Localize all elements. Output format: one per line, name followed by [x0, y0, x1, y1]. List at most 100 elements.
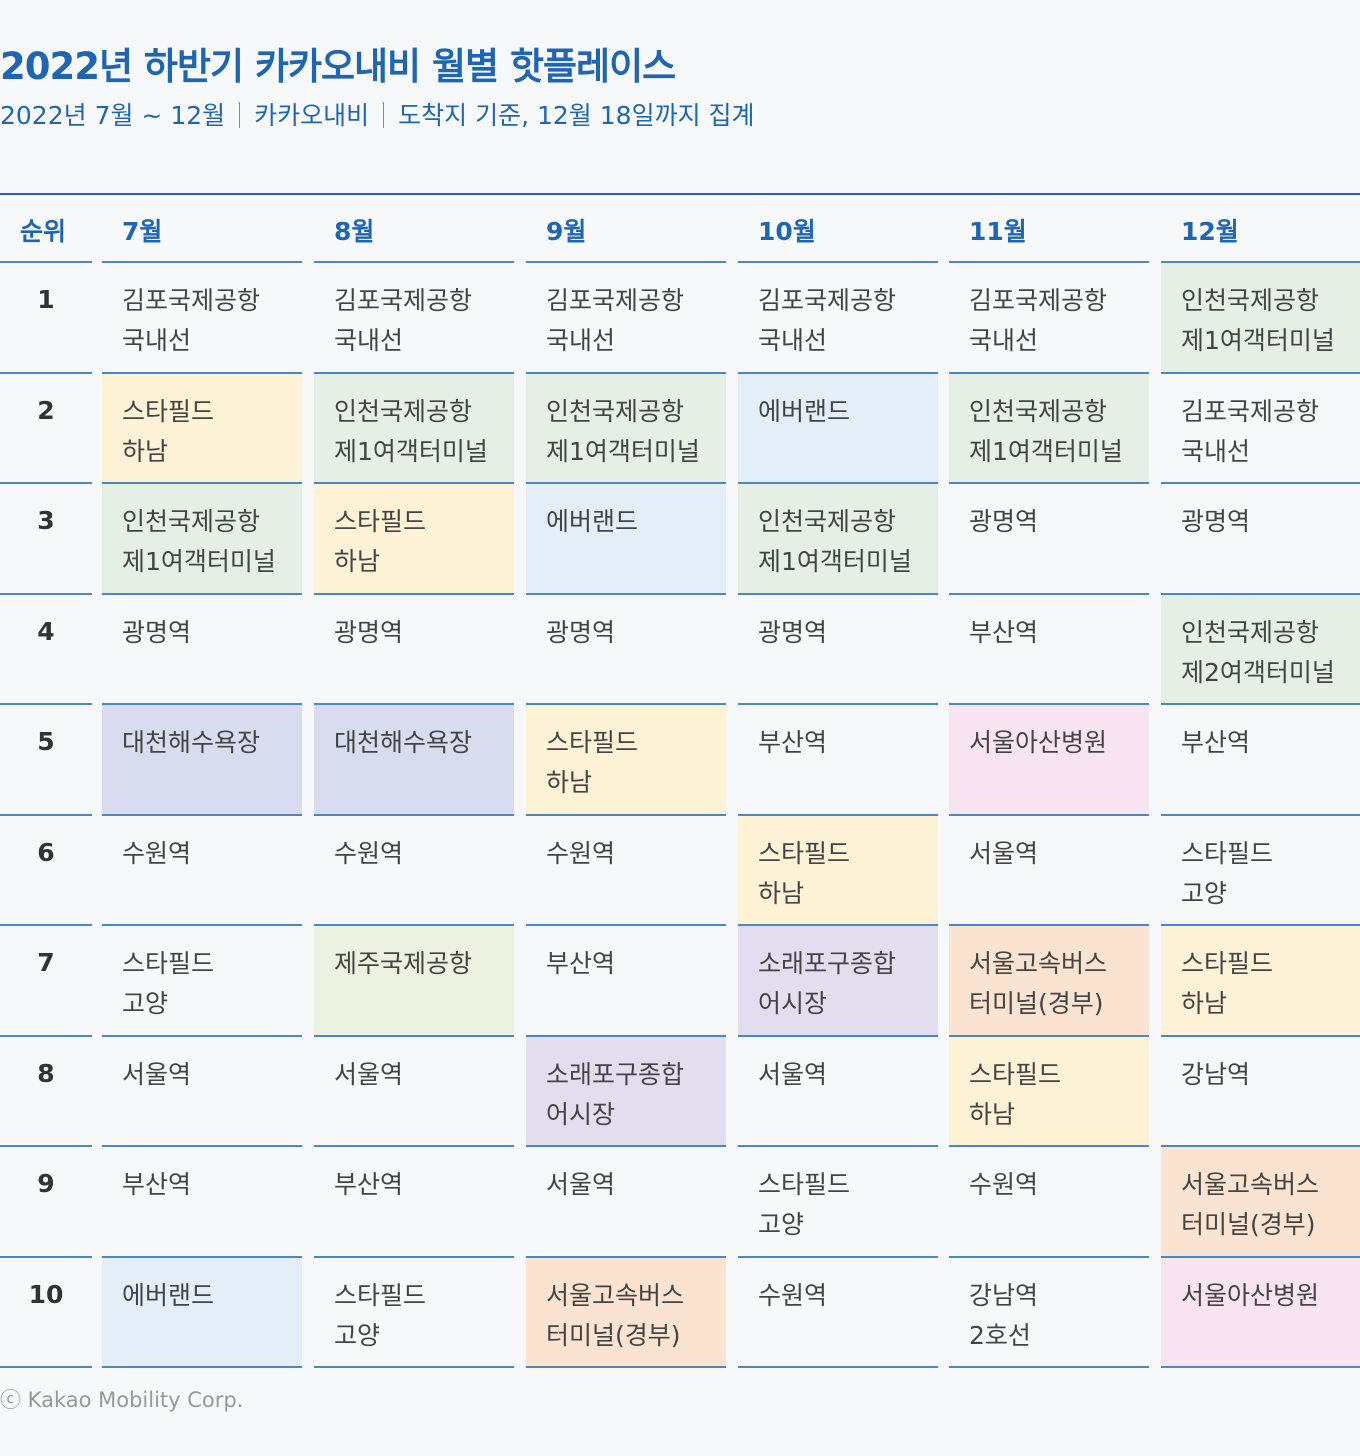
place-name: 부산역: [969, 617, 1039, 647]
subtitle-divider: [239, 102, 241, 128]
place-name: 광명역: [334, 617, 404, 647]
place-name: 스타필드 하남: [546, 728, 639, 797]
place-name: 수원역: [969, 1170, 1039, 1199]
table-cell: 스타필드 고양: [1161, 816, 1360, 925]
row-divider: [738, 1256, 938, 1258]
table-cell: 인천국제공항 제1여객터미널: [738, 484, 938, 593]
place-name: 수원역: [334, 838, 404, 868]
place-name: 부산역: [758, 728, 828, 757]
table-cell: 인천국제공항 제1여객터미널: [102, 484, 302, 593]
table-cell: 김포국제공항 국내선: [949, 263, 1149, 372]
row-divider: [314, 1145, 514, 1147]
row-divider: [526, 482, 726, 484]
row-divider: [1161, 482, 1360, 484]
row-divider: [314, 261, 514, 263]
place-name: 광명역: [969, 507, 1039, 536]
column-header-month: 12월: [1181, 217, 1239, 246]
subtitle-period: 2022년 7월 ~ 12월: [0, 101, 226, 130]
place-name: 스타필드 고양: [758, 1170, 851, 1239]
chart-title: 2022년 하반기 카카오내비 월별 핫플레이스: [0, 45, 676, 88]
table-cell: 김포국제공항 국내선: [526, 263, 726, 372]
row-divider: [102, 482, 302, 484]
row-divider: [738, 482, 938, 484]
row-divider: [738, 703, 938, 705]
row-divider: [102, 1256, 302, 1258]
row-divider: [526, 261, 726, 263]
place-name: 서울고속버스 터미널(경부): [546, 1280, 685, 1350]
subtitle-divider: [383, 102, 385, 128]
rank-label: 3: [37, 506, 55, 535]
row-divider: [738, 372, 938, 374]
rank-label: 1: [37, 285, 55, 314]
row-divider: [949, 372, 1149, 374]
place-name: 인천국제공항 제2여객터미널: [1181, 617, 1335, 687]
subtitle-source: 카카오내비: [254, 101, 370, 130]
table-cell: 스타필드 하남: [102, 373, 302, 483]
rank-label: 5: [37, 727, 55, 756]
row-divider: [526, 1035, 726, 1037]
table-cell: 인천국제공항 제2여객터미널: [1161, 594, 1360, 704]
place-name: 스타필드 고양: [1181, 838, 1274, 908]
table-cell: 수원역: [738, 1258, 938, 1367]
place-name: 스타필드 하남: [1181, 949, 1274, 1018]
row-divider: [314, 814, 514, 816]
table-cell: 소래포구종합 어시장: [738, 926, 938, 1035]
row-divider: [314, 593, 514, 595]
place-name: 광명역: [122, 617, 192, 647]
row-divider: [1161, 703, 1360, 705]
row-divider: [526, 924, 726, 926]
table-cell: 수원역: [102, 816, 302, 925]
table-cell: 수원역: [949, 1147, 1149, 1256]
place-name: 서울고속버스 터미널(경부): [1181, 1170, 1320, 1239]
place-name: 김포국제공항 국내선: [758, 286, 897, 355]
row-divider: [314, 482, 514, 484]
table-cell: 광명역: [949, 484, 1149, 593]
table-cell: 서울아산병원: [949, 705, 1149, 814]
row-divider: [738, 1145, 938, 1147]
row-divider: [1161, 1145, 1360, 1147]
table-cell: 제주국제공항: [314, 926, 514, 1035]
place-name: 서울아산병원: [1181, 1280, 1320, 1310]
row-divider: [526, 703, 726, 705]
row-divider: [102, 924, 302, 926]
rank-label: 2: [37, 395, 55, 425]
place-name: 수원역: [758, 1280, 828, 1310]
table-cell: 인천국제공항 제1여객터미널: [1161, 263, 1360, 372]
place-name: 에버랜드: [758, 396, 851, 426]
place-name: 김포국제공항 국내선: [122, 286, 261, 355]
table-cell: 광명역: [738, 595, 938, 704]
table-cell: 수원역: [526, 816, 726, 925]
row-divider: [0, 924, 92, 926]
table-cell: 인천국제공항 제1여객터미널: [314, 373, 514, 483]
row-divider: [314, 1256, 514, 1258]
column-header-rank: 순위: [20, 217, 67, 246]
rank-label: 8: [37, 1058, 55, 1088]
table-cell: 김포국제공항 국내선: [1161, 374, 1360, 483]
table-cell: 부산역: [949, 595, 1149, 704]
table-cell: 서울아산병원: [1161, 1257, 1360, 1367]
table-cell: 서울역: [949, 816, 1149, 925]
table-cell: 강남역: [1161, 1037, 1360, 1146]
row-divider: [102, 814, 302, 816]
place-name: 부산역: [334, 1170, 404, 1199]
column-header-month: 11월: [969, 217, 1027, 246]
column-header-month: 10월: [758, 217, 816, 246]
place-name: 광명역: [546, 617, 616, 647]
table-cell: 광명역: [1161, 484, 1360, 593]
place-name: 인천국제공항 제1여객터미널: [1181, 286, 1335, 355]
table-cell: 김포국제공항 국내선: [738, 263, 938, 372]
row-divider: [738, 924, 938, 926]
place-name: 서울역: [969, 838, 1039, 868]
table-cell: 광명역: [102, 595, 302, 704]
table-cell: 대천해수욕장: [102, 705, 302, 814]
table-cell: 에버랜드: [526, 484, 726, 593]
place-name: 소래포구종합 어시장: [758, 949, 897, 1018]
place-name: 서울고속버스 터미널(경부): [969, 949, 1108, 1018]
row-divider: [949, 593, 1149, 595]
place-name: 에버랜드: [122, 1280, 215, 1310]
row-divider: [102, 372, 302, 374]
table-cell: 부산역: [526, 926, 726, 1035]
place-name: 대천해수욕장: [122, 728, 261, 757]
place-name: 서울역: [334, 1059, 404, 1089]
table-cell: 서울역: [314, 1037, 514, 1146]
